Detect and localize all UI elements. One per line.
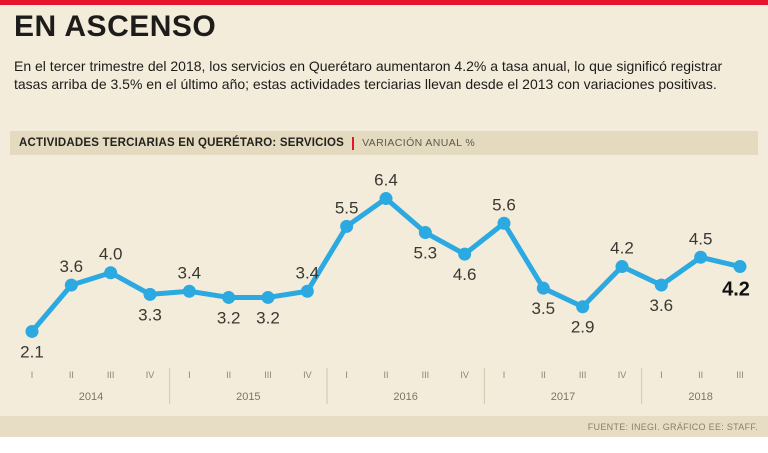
value-label: 4.6 (453, 265, 477, 284)
quarter-label: I (503, 370, 506, 380)
value-label: 5.5 (335, 198, 359, 217)
chart-title: ACTIVIDADES TERCIARIAS EN QUERÉTARO: SER… (19, 137, 345, 149)
source-text: FUENTE: INEGI. GRÁFICO EE: STAFF. (587, 421, 758, 432)
data-point (25, 324, 39, 338)
data-point (733, 260, 747, 274)
data-point (379, 192, 393, 206)
quarter-label: I (660, 370, 663, 380)
value-label: 3.5 (532, 299, 556, 318)
year-label: 2015 (236, 391, 260, 403)
value-label: 3.4 (178, 263, 202, 282)
data-point (143, 287, 157, 301)
red-divider (352, 136, 355, 150)
value-label: 2.1 (20, 342, 44, 361)
year-label: 2018 (688, 391, 712, 403)
data-point (340, 219, 354, 233)
quarter-label: I (345, 370, 348, 380)
year-label: 2014 (79, 391, 103, 403)
value-label: 4.5 (689, 229, 713, 248)
value-label: 5.6 (492, 195, 516, 214)
data-point (222, 290, 236, 304)
quarter-label: IV (618, 370, 627, 380)
data-point (654, 278, 668, 292)
value-label: 4.2 (610, 239, 634, 258)
quarter-label: I (31, 370, 34, 380)
quarter-label: II (383, 370, 388, 380)
data-point (418, 226, 432, 240)
quarter-label: III (264, 370, 272, 380)
source-strip: FUENTE: INEGI. GRÁFICO EE: STAFF. (0, 416, 768, 437)
data-point (615, 260, 629, 274)
data-point (64, 278, 78, 292)
value-label: 4.0 (99, 245, 123, 264)
quarter-label: II (698, 370, 703, 380)
chart-header-bar: ACTIVIDADES TERCIARIAS EN QUERÉTARO: SER… (10, 131, 758, 155)
bottom-strip (0, 437, 768, 453)
value-label: 2.9 (571, 318, 595, 337)
data-point (536, 281, 550, 295)
quarter-label: II (541, 370, 546, 380)
quarter-label: II (69, 370, 74, 380)
intro-text: En el tercer trimestre del 2018, los ser… (14, 58, 723, 93)
data-point (458, 247, 472, 261)
data-point (104, 266, 118, 280)
page-title: EN ASCENSO (14, 10, 217, 43)
value-label: 3.6 (650, 296, 674, 315)
value-label-highlight: 4.2 (722, 279, 750, 301)
quarter-label: I (188, 370, 191, 380)
data-point (300, 284, 314, 298)
value-label: 3.2 (217, 308, 241, 327)
data-point (261, 290, 275, 304)
quarter-label: III (736, 370, 744, 380)
line-chart: 2014 2015 2016 2017 2018 I II III IV I II III IV I II I… (0, 158, 768, 414)
year-label: 2017 (551, 391, 575, 403)
value-label: 3.6 (60, 257, 84, 276)
quarter-label: III (579, 370, 587, 380)
value-label: 3.4 (296, 263, 320, 282)
data-point (182, 284, 196, 298)
data-point (497, 216, 511, 230)
quarter-label: III (107, 370, 115, 380)
value-label: 6.4 (374, 171, 398, 190)
value-label: 3.2 (256, 308, 280, 327)
value-label: 3.3 (138, 305, 162, 324)
data-point (694, 250, 708, 264)
year-label: 2016 (393, 391, 417, 403)
data-point (576, 300, 590, 314)
quarter-label: III (422, 370, 430, 380)
quarter-label: II (226, 370, 231, 380)
quarter-label: IV (303, 370, 312, 380)
quarter-label: IV (146, 370, 155, 380)
quarter-label: IV (460, 370, 469, 380)
value-label: 5.3 (414, 244, 438, 263)
chart-units-label: VARIACIÓN ANUAL % (362, 137, 476, 149)
top-red-rule (0, 0, 768, 5)
